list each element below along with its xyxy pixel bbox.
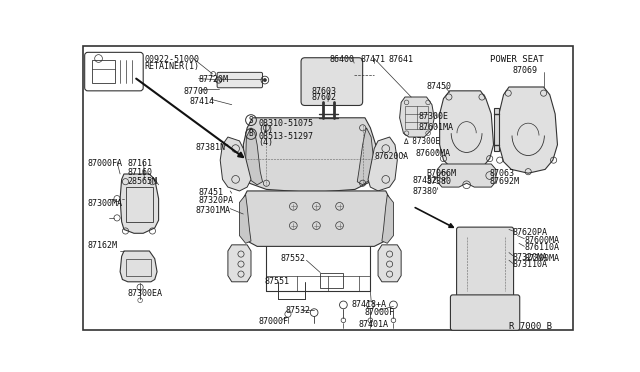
Text: 87301MA: 87301MA [196, 206, 230, 215]
Text: 87601MA: 87601MA [419, 123, 454, 132]
Polygon shape [440, 91, 493, 172]
Text: 87063: 87063 [490, 169, 515, 179]
Text: 00922-51000: 00922-51000 [145, 55, 200, 64]
Bar [92, 60, 115, 83]
Polygon shape [228, 245, 251, 282]
Text: 87162M: 87162M [88, 241, 118, 250]
Polygon shape [437, 164, 496, 187]
Text: 87551: 87551 [265, 277, 290, 286]
Text: R 7000 B: R 7000 B [509, 322, 552, 331]
Text: POWER SEAT: POWER SEAT [490, 55, 543, 64]
Text: 87414: 87414 [189, 97, 214, 106]
Polygon shape [239, 195, 251, 243]
Text: 08310-51075: 08310-51075 [259, 119, 314, 128]
Text: RETAINER(1): RETAINER(1) [145, 62, 200, 71]
Text: 873110A: 873110A [513, 260, 548, 269]
FancyBboxPatch shape [451, 295, 520, 330]
Text: 87450: 87450 [427, 81, 452, 91]
Circle shape [263, 78, 266, 81]
Text: 87600MA: 87600MA [524, 235, 559, 245]
FancyBboxPatch shape [493, 108, 499, 151]
Text: 28565M: 28565M [128, 177, 158, 186]
Text: 87418+A: 87418+A [351, 300, 386, 309]
Polygon shape [243, 118, 376, 192]
Bar [320, 273, 344, 288]
Text: 876110A: 876110A [524, 243, 559, 252]
Text: 87600MA: 87600MA [416, 148, 451, 158]
Text: 87620PA: 87620PA [513, 228, 548, 237]
Text: 87300EA: 87300EA [128, 289, 163, 298]
Polygon shape [368, 137, 397, 191]
Text: 87692M: 87692M [490, 177, 520, 186]
Text: 87320PA: 87320PA [198, 196, 234, 205]
FancyBboxPatch shape [84, 52, 143, 91]
Polygon shape [246, 128, 262, 185]
Polygon shape [382, 195, 394, 243]
Polygon shape [399, 97, 435, 137]
Text: 87620OA: 87620OA [374, 153, 408, 161]
FancyBboxPatch shape [301, 58, 363, 106]
Text: 87161: 87161 [128, 158, 153, 168]
Text: (4): (4) [259, 138, 274, 147]
Text: 87700: 87700 [183, 87, 208, 96]
Bar [126, 259, 151, 276]
Polygon shape [220, 137, 251, 191]
Text: 87720M: 87720M [198, 76, 228, 84]
Polygon shape [120, 251, 157, 282]
Text: 87641: 87641 [388, 55, 413, 64]
Text: 08513-51297: 08513-51297 [259, 132, 314, 141]
Text: 87552: 87552 [280, 254, 305, 263]
Text: 87300E: 87300E [419, 112, 449, 121]
Text: 87300MA: 87300MA [524, 254, 559, 263]
Text: B: B [249, 129, 253, 138]
Text: 87381N: 87381N [196, 143, 225, 152]
Text: 87380: 87380 [427, 177, 452, 186]
Text: (1): (1) [259, 125, 274, 134]
Text: 87401A: 87401A [359, 320, 388, 329]
Text: 87380: 87380 [413, 187, 438, 196]
Text: 87000F: 87000F [365, 308, 395, 317]
Text: B7066M: B7066M [427, 169, 456, 179]
Text: 87602: 87602 [311, 93, 336, 102]
Polygon shape [378, 245, 401, 282]
Text: 87452: 87452 [413, 176, 438, 185]
Text: 87000FA: 87000FA [88, 158, 123, 168]
Bar [126, 187, 153, 222]
Text: 87451: 87451 [198, 188, 223, 197]
Text: 87320NA: 87320NA [513, 253, 548, 262]
Polygon shape [357, 128, 374, 185]
Polygon shape [243, 191, 390, 246]
Text: 87069: 87069 [513, 66, 538, 75]
FancyBboxPatch shape [217, 73, 262, 88]
Text: S: S [249, 116, 253, 125]
Text: 87603: 87603 [311, 87, 336, 96]
Text: 87000F: 87000F [259, 317, 289, 326]
Text: 87532: 87532 [285, 307, 310, 315]
Text: 86400: 86400 [330, 55, 355, 64]
Bar [405, 106, 428, 129]
FancyBboxPatch shape [456, 227, 513, 301]
Text: 87160: 87160 [128, 168, 153, 177]
Polygon shape [120, 174, 159, 233]
Text: 87300MA: 87300MA [88, 199, 123, 208]
Text: ∆ 87300E: ∆ 87300E [403, 137, 440, 146]
Polygon shape [499, 87, 557, 173]
Text: 87471: 87471 [360, 55, 385, 64]
